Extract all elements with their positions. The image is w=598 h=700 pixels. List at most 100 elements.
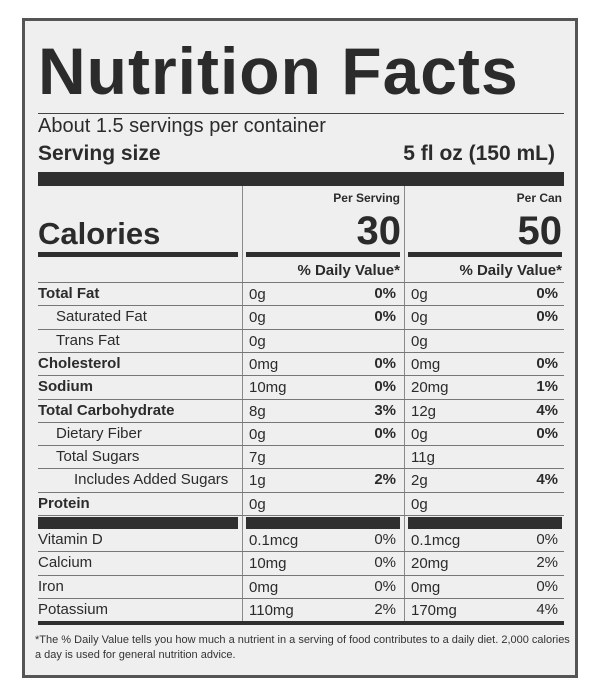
- nutrient-row: Sodium 10mg 0% 20mg 1%: [25, 376, 581, 399]
- can-daily-value: 0%: [536, 531, 558, 548]
- nutrient-row: Trans Fat 0g 0g: [25, 330, 581, 353]
- vitamin-divider-left: [38, 517, 238, 529]
- row-divider: [38, 398, 564, 400]
- can-amount: 0g: [411, 309, 428, 327]
- row-divider: [38, 597, 564, 599]
- serving-size-value: 5 fl oz (150 mL): [403, 142, 555, 165]
- serving-amount: 1g: [249, 472, 266, 490]
- daily-value-header-serving: % Daily Value*: [297, 262, 400, 279]
- serving-amount: 10mg: [249, 555, 287, 573]
- vitamin-row: Potassium 110mg 2% 170mg 4%: [25, 599, 581, 622]
- calories-divider-mid: [246, 252, 400, 257]
- nutrient-name: Dietary Fiber: [56, 424, 142, 442]
- can-daily-value: 2%: [536, 554, 558, 572]
- row-divider: [38, 574, 564, 576]
- can-daily-value: 0%: [536, 577, 558, 595]
- serving-size-label: Serving size: [38, 142, 161, 165]
- serving-amount: 0g: [249, 309, 266, 327]
- serving-amount: 0g: [249, 286, 266, 303]
- can-amount: 20mg: [411, 555, 449, 573]
- serving-amount: 7g: [249, 449, 266, 467]
- row-divider: [38, 491, 564, 493]
- serving-daily-value: 0%: [374, 577, 396, 595]
- nutrient-name: Total Sugars: [56, 448, 140, 466]
- can-amount: 0mg: [411, 578, 441, 596]
- calories-per-serving: 30: [356, 209, 402, 253]
- row-divider: [38, 305, 564, 307]
- serving-amount: 10mg: [249, 379, 287, 397]
- dv-header-divider: [38, 282, 564, 283]
- can-amount: 170mg: [411, 601, 457, 619]
- serving-amount: 8g: [249, 402, 266, 420]
- vitamin-divider-mid: [246, 517, 400, 529]
- serving-amount: 0g: [249, 332, 266, 350]
- serving-amount: 0.1mcg: [249, 532, 299, 549]
- vitamin-row: Vitamin D 0.1mcg 0% 0.1mcg 0%: [25, 529, 581, 552]
- title-divider: [38, 113, 564, 114]
- serving-amount: 0mg: [249, 578, 279, 596]
- nutrient-name: Protein: [38, 494, 90, 512]
- can-amount: 0g: [411, 425, 428, 443]
- can-daily-value: 4%: [536, 401, 558, 419]
- vitamin-divider-right: [408, 517, 562, 529]
- nutrition-facts-label: Nutrition Facts About 1.5 servings per c…: [22, 18, 578, 678]
- serving-daily-value: 3%: [374, 401, 396, 419]
- vitamin-row: Calcium 10mg 0% 20mg 2%: [25, 552, 581, 575]
- row-divider: [38, 445, 564, 447]
- calories-divider-right: [408, 252, 562, 257]
- serving-amount: 0g: [249, 495, 266, 513]
- row-divider: [38, 328, 564, 330]
- serving-daily-value: 0%: [374, 424, 396, 442]
- serving-daily-value: 2%: [374, 600, 396, 618]
- can-daily-value: 0%: [536, 285, 558, 302]
- row-divider: [38, 351, 564, 353]
- can-amount: 0.1mcg: [411, 532, 461, 549]
- can-daily-value: 4%: [536, 471, 558, 489]
- per-can-header: Per Can: [516, 191, 562, 205]
- servings-per-container: About 1.5 servings per container: [38, 115, 326, 137]
- nutrient-name: Includes Added Sugars: [74, 471, 229, 489]
- nutrient-row: Dietary Fiber 0g 0% 0g 0%: [25, 423, 581, 446]
- can-amount: 0g: [411, 495, 428, 513]
- serving-amount: 0mg: [249, 355, 279, 373]
- serving-daily-value: 2%: [374, 471, 396, 489]
- row-divider: [38, 421, 564, 423]
- serving-daily-value: 0%: [374, 308, 396, 326]
- can-daily-value: 0%: [536, 308, 558, 326]
- calories-divider-left: [38, 252, 238, 257]
- can-amount: 0mg: [411, 355, 441, 373]
- nutrient-name: Sodium: [38, 378, 93, 396]
- can-amount: 0g: [411, 286, 428, 303]
- nutrient-name: Cholesterol: [38, 354, 121, 372]
- nutrient-row: Total Fat 0g 0% 0g 0%: [25, 283, 581, 306]
- nutrient-row: Cholesterol 0mg 0% 0mg 0%: [25, 353, 581, 376]
- row-divider: [38, 515, 564, 516]
- serving-daily-value: 0%: [374, 531, 396, 548]
- column-separator-1: [242, 186, 243, 623]
- nutrient-name: Calcium: [38, 554, 93, 572]
- nutrient-name: Saturated Fat: [56, 308, 147, 326]
- daily-value-header-can: % Daily Value*: [459, 262, 562, 279]
- can-amount: 11g: [411, 449, 435, 467]
- column-separator-2: [404, 186, 405, 623]
- nutrient-name: Vitamin D: [38, 531, 103, 548]
- serving-daily-value: 0%: [374, 285, 396, 302]
- nutrient-row: Includes Added Sugars 1g 2% 2g 4%: [25, 469, 581, 492]
- row-divider: [38, 375, 564, 377]
- nutrient-row: Total Carbohydrate 8g 3% 12g 4%: [25, 400, 581, 423]
- label-title: Nutrition Facts: [38, 34, 519, 108]
- can-daily-value: 0%: [536, 424, 558, 442]
- thick-divider-top: [38, 172, 564, 186]
- footnote: *The % Daily Value tells you how much a …: [35, 634, 570, 661]
- can-daily-value: 1%: [536, 378, 558, 396]
- per-serving-header: Per Serving: [333, 191, 400, 205]
- row-divider: [38, 551, 564, 553]
- vitamin-row: Iron 0mg 0% 0mg 0%: [25, 576, 581, 599]
- nutrient-name: Potassium: [38, 600, 109, 618]
- serving-daily-value: 0%: [374, 554, 396, 572]
- footnote-divider: [38, 621, 564, 625]
- can-amount: 12g: [411, 402, 437, 420]
- calories-label: Calories: [38, 216, 161, 251]
- can-amount: 0g: [411, 332, 428, 350]
- nutrient-name: Total Fat: [38, 285, 100, 302]
